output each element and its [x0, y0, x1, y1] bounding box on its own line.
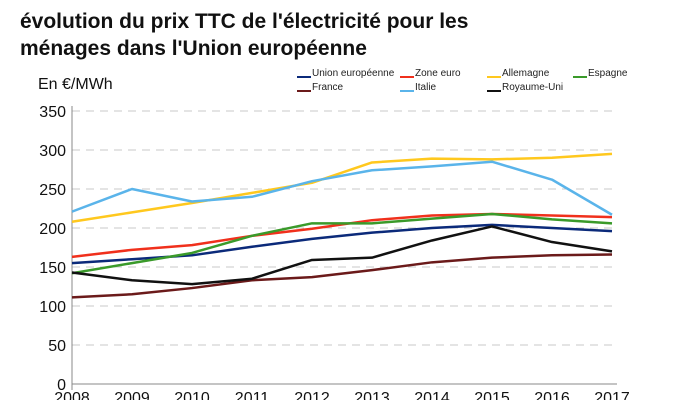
series-line-allemagne	[71, 152, 613, 223]
legend-label: Union européenne	[312, 68, 395, 79]
series-line-royaume-uni	[71, 225, 613, 286]
y-tick-label: 200	[39, 221, 66, 238]
y-tick-label: 0	[57, 377, 66, 394]
x-tick-label: 2012	[294, 390, 330, 400]
y-tick-label: 300	[39, 143, 66, 160]
x-tick-label: 2016	[534, 390, 570, 400]
y-tick-label: 250	[39, 182, 66, 199]
legend-label: Italie	[415, 82, 437, 93]
legend-label: France	[312, 82, 344, 93]
legend-label: Zone euro	[415, 68, 461, 79]
y-tick-label: 50	[48, 338, 66, 355]
legend-label: Espagne	[588, 68, 628, 79]
series-line-espagne	[71, 212, 613, 275]
y-axis-label: En €/MWh	[38, 76, 113, 93]
x-tick-label: 2013	[354, 390, 390, 400]
legend-label: Allemagne	[502, 68, 550, 79]
x-tick-label: 2014	[414, 390, 450, 400]
x-tick-label: 2011	[235, 390, 270, 400]
x-tick-label: 2010	[174, 390, 210, 400]
legend-label: Royaume-Uni	[502, 82, 563, 93]
chart-title: évolution du prix TTC de l'électricité p…	[20, 10, 469, 60]
series-line-france	[71, 253, 613, 299]
series-line-italie	[71, 160, 613, 216]
x-tick-label: 2009	[114, 390, 150, 400]
y-tick-label: 100	[39, 299, 66, 316]
x-tick-label: 2017	[594, 390, 630, 400]
y-tick-label: 150	[39, 260, 66, 277]
x-tick-label: 2015	[474, 390, 510, 400]
x-tick-label: 2008	[54, 390, 90, 400]
y-tick-label: 350	[39, 104, 66, 121]
